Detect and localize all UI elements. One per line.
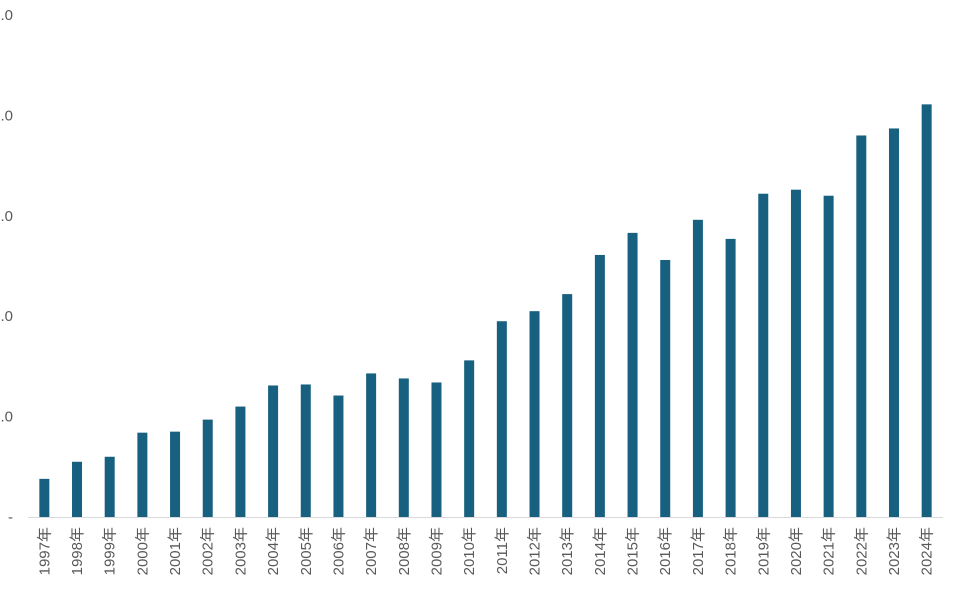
bar bbox=[268, 385, 279, 517]
bar bbox=[202, 419, 213, 517]
bar bbox=[790, 189, 801, 518]
y-axis: .0 .0 .0 .0 .0 - bbox=[0, 7, 13, 526]
bar bbox=[594, 254, 605, 517]
x-tick-label: 2016年 bbox=[657, 527, 674, 575]
bar bbox=[529, 311, 540, 517]
bar bbox=[39, 478, 50, 517]
bar bbox=[431, 382, 442, 517]
bar bbox=[856, 135, 867, 518]
bar bbox=[823, 195, 834, 517]
x-tick-label: 2022年 bbox=[853, 527, 870, 575]
bar bbox=[627, 232, 638, 518]
x-tick-label: 2004年 bbox=[265, 527, 282, 575]
x-tick-label: 2003年 bbox=[232, 527, 249, 575]
x-tick-label: 2020年 bbox=[788, 527, 805, 575]
x-tick-label: 2001年 bbox=[167, 527, 184, 575]
x-tick-label: 2019年 bbox=[755, 527, 772, 575]
x-tick-label: 2005年 bbox=[298, 527, 315, 575]
bar bbox=[725, 238, 736, 517]
x-tick-label: 2014年 bbox=[592, 527, 609, 575]
x-tick-label: 2012年 bbox=[527, 527, 544, 575]
bar bbox=[72, 461, 83, 517]
x-tick-label: 2011年 bbox=[494, 527, 511, 574]
y-tick-label: - bbox=[8, 509, 13, 526]
y-tick-label: .0 bbox=[0, 7, 13, 24]
x-tick-label: 2015年 bbox=[625, 527, 642, 575]
bar bbox=[104, 456, 115, 517]
bar bbox=[137, 432, 148, 517]
bar bbox=[562, 294, 573, 517]
y-tick-label: .0 bbox=[0, 107, 13, 124]
x-tick-label: 2013年 bbox=[559, 527, 576, 575]
bar bbox=[170, 431, 181, 517]
bar bbox=[660, 259, 671, 517]
bar bbox=[758, 193, 769, 517]
x-tick-label: 1999年 bbox=[102, 527, 119, 575]
bar bbox=[235, 406, 246, 517]
bar bbox=[398, 378, 409, 517]
x-tick-label: 2017年 bbox=[690, 527, 707, 575]
x-tick-label: 2006年 bbox=[330, 527, 347, 575]
x-tick-label: 2024年 bbox=[919, 527, 936, 575]
y-tick-label: .0 bbox=[0, 308, 13, 325]
y-tick-label: .0 bbox=[0, 208, 13, 225]
x-tick-label: 2007年 bbox=[363, 527, 380, 575]
bar bbox=[888, 128, 899, 517]
x-tick-label: 2018年 bbox=[723, 527, 740, 575]
x-tick-label: 2010年 bbox=[461, 527, 478, 575]
x-tick-label: 1998年 bbox=[69, 527, 86, 575]
x-axis: 1997年 1998年 1999年 2000年 2001年 2002年 2003年 2004年… bbox=[36, 527, 935, 575]
x-tick-label: 2023年 bbox=[886, 527, 903, 575]
x-tick-label: 2009年 bbox=[428, 527, 445, 575]
bar bbox=[496, 321, 507, 517]
bar bbox=[921, 104, 932, 517]
x-tick-label: 2000年 bbox=[134, 527, 151, 575]
x-tick-label: 2008年 bbox=[396, 527, 413, 575]
x-tick-label: 1997年 bbox=[36, 527, 53, 575]
bar bbox=[692, 219, 703, 518]
bar bbox=[333, 395, 344, 517]
x-tick-label: 2002年 bbox=[200, 527, 217, 575]
bar bbox=[366, 373, 377, 517]
y-tick-label: .0 bbox=[0, 409, 13, 426]
bar bbox=[464, 360, 475, 517]
bar bbox=[300, 384, 311, 517]
x-tick-label: 2021年 bbox=[821, 527, 838, 575]
bars bbox=[39, 104, 932, 518]
